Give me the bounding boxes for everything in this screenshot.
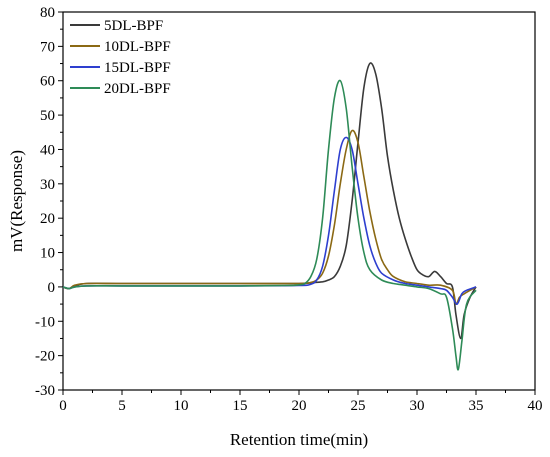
- x-tick-label: 30: [410, 398, 425, 414]
- series-line-10dl-bpf: [62, 129, 477, 305]
- y-tick-label: 0: [48, 280, 56, 296]
- series-line-20dl-bpf: [62, 79, 477, 371]
- legend: 5DL-BPF 10DL-BPF 15DL-BPF 20DL-BPF: [70, 18, 171, 97]
- x-tick-label: 10: [174, 398, 189, 414]
- legend-label-20dl-bpf: 20DL-BPF: [104, 81, 171, 97]
- y-tick-label: 50: [40, 108, 55, 124]
- x-tick-label: 15: [233, 398, 248, 414]
- x-axis-label: Retention time(min): [230, 430, 368, 449]
- y-tick-label: 40: [40, 142, 55, 158]
- legend-label-10dl-bpf: 10DL-BPF: [104, 39, 171, 55]
- y-axis-label: mV(Response): [7, 150, 26, 252]
- series-line-5dl-bpf: [62, 62, 477, 340]
- legend-label-15dl-bpf: 15DL-BPF: [104, 60, 171, 76]
- y-tick-label: 20: [40, 211, 55, 227]
- x-axis-ticks: 0 5 10 15 20 25 30 35 40: [59, 390, 543, 414]
- x-tick-label: 0: [59, 398, 67, 414]
- x-tick-label: 40: [528, 398, 543, 414]
- y-tick-label: 30: [40, 177, 55, 193]
- y-tick-label: -10: [35, 314, 55, 330]
- x-tick-label: 35: [469, 398, 484, 414]
- x-tick-label: 25: [351, 398, 366, 414]
- y-tick-label: 10: [40, 246, 55, 262]
- y-tick-label: -30: [35, 383, 55, 399]
- y-tick-label: 70: [40, 39, 55, 55]
- x-tick-label: 5: [118, 398, 126, 414]
- x-tick-label: 20: [292, 398, 307, 414]
- y-tick-label: 80: [40, 5, 55, 21]
- y-tick-label: 60: [40, 74, 55, 90]
- series-lines: [62, 62, 477, 371]
- y-axis-ticks: -30 -20 -10 0 10 20 30 40 50 60 70 80: [35, 5, 63, 399]
- series-line-15dl-bpf: [62, 136, 477, 305]
- legend-label-5dl-bpf: 5DL-BPF: [104, 18, 163, 34]
- y-tick-label: -20: [35, 349, 55, 365]
